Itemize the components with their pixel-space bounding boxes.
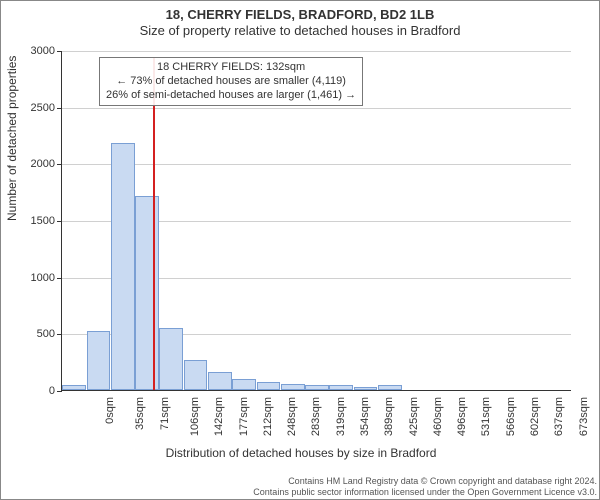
gridline	[62, 51, 571, 52]
annotation-line: ← 73% of detached houses are smaller (4,…	[106, 75, 356, 89]
x-tick-label: 248sqm	[286, 397, 298, 436]
x-tick-label: 496sqm	[456, 397, 468, 436]
footer-line-2: Contains public sector information licen…	[1, 487, 597, 497]
annotation-line: 18 CHERRY FIELDS: 132sqm	[106, 61, 356, 75]
y-axis-label: Number of detached properties	[5, 56, 19, 221]
x-tick-label: 177sqm	[238, 397, 250, 436]
footer-line-1: Contains HM Land Registry data © Crown c…	[1, 476, 597, 486]
y-tick-label: 1500	[5, 215, 55, 227]
x-axis-label: Distribution of detached houses by size …	[1, 446, 600, 460]
y-tick-label: 3000	[5, 45, 55, 57]
x-tick-label: 283sqm	[311, 397, 323, 436]
y-tick-mark	[57, 51, 62, 52]
x-tick-label: 389sqm	[383, 397, 395, 436]
y-tick-label: 1000	[5, 272, 55, 284]
x-tick-label: 212sqm	[262, 397, 274, 436]
histogram-bar	[329, 385, 353, 390]
footer: Contains HM Land Registry data © Crown c…	[1, 476, 600, 497]
histogram-bar	[232, 379, 256, 390]
gridline	[62, 164, 571, 165]
histogram-bar	[159, 328, 183, 390]
histogram-bar	[378, 385, 402, 390]
histogram-bar	[111, 143, 135, 390]
annotation-box: 18 CHERRY FIELDS: 132sqm← 73% of detache…	[99, 57, 363, 106]
histogram-bar	[87, 331, 111, 390]
y-tick-label: 2500	[5, 102, 55, 114]
histogram-bar	[281, 384, 305, 390]
histogram-bar	[184, 360, 208, 390]
reference-line	[153, 57, 155, 390]
y-tick-mark	[57, 278, 62, 279]
y-tick-mark	[57, 164, 62, 165]
x-tick-label: 35sqm	[134, 397, 146, 430]
x-tick-label: 106sqm	[189, 397, 201, 436]
y-tick-label: 500	[5, 328, 55, 340]
histogram-bar	[208, 372, 232, 390]
chart-container: 18, CHERRY FIELDS, BRADFORD, BD2 1LB Siz…	[0, 0, 600, 500]
histogram-bar	[135, 196, 159, 390]
x-tick-label: 319sqm	[335, 397, 347, 436]
y-tick-mark	[57, 391, 62, 392]
x-tick-label: 637sqm	[553, 397, 565, 436]
histogram-bar	[62, 385, 86, 390]
y-tick-mark	[57, 108, 62, 109]
y-tick-mark	[57, 334, 62, 335]
x-tick-label: 354sqm	[359, 397, 371, 436]
x-tick-label: 0sqm	[104, 397, 116, 424]
x-tick-label: 673sqm	[578, 397, 590, 436]
histogram-bar	[354, 387, 378, 390]
histogram-bar	[305, 385, 329, 390]
y-tick-label: 0	[5, 385, 55, 397]
y-tick-label: 2000	[5, 158, 55, 170]
histogram-bar	[257, 382, 281, 391]
title-block: 18, CHERRY FIELDS, BRADFORD, BD2 1LB Siz…	[1, 1, 599, 40]
x-tick-label: 142sqm	[213, 397, 225, 436]
annotation-line: 26% of semi-detached houses are larger (…	[106, 89, 356, 103]
title-main: 18, CHERRY FIELDS, BRADFORD, BD2 1LB	[1, 7, 599, 23]
gridline	[62, 108, 571, 109]
x-tick-label: 566sqm	[505, 397, 517, 436]
title-sub: Size of property relative to detached ho…	[1, 23, 599, 39]
x-tick-label: 531sqm	[481, 397, 493, 436]
y-tick-mark	[57, 221, 62, 222]
x-tick-label: 460sqm	[432, 397, 444, 436]
x-tick-label: 425sqm	[408, 397, 420, 436]
x-tick-label: 602sqm	[529, 397, 541, 436]
x-tick-label: 71sqm	[159, 397, 171, 430]
